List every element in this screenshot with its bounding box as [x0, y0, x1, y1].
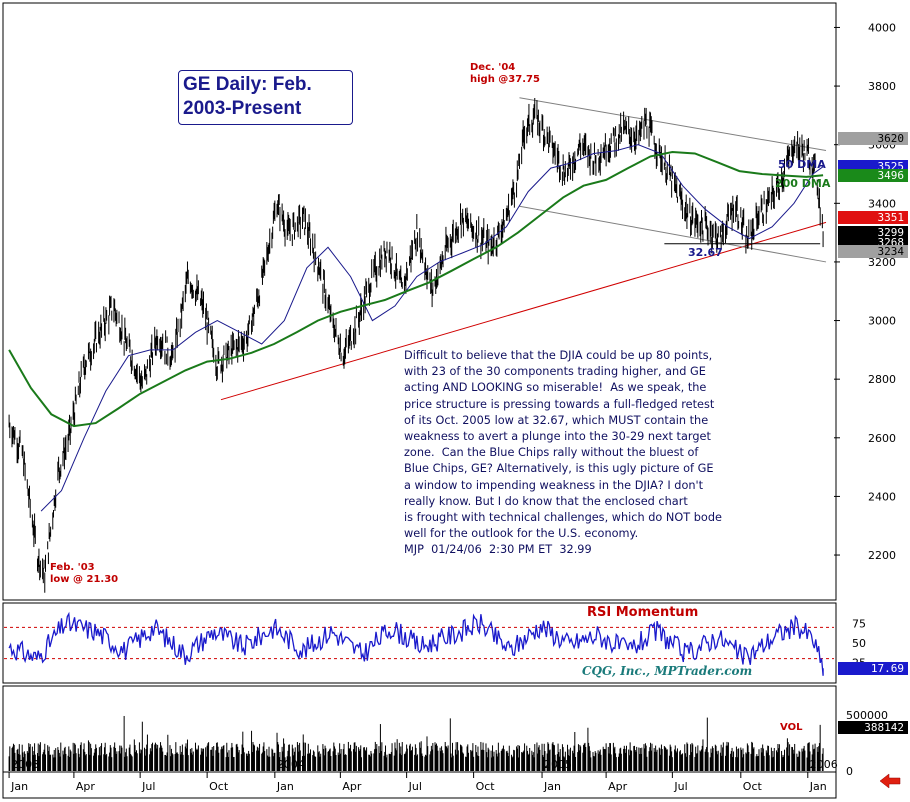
price-ytick-label: 2200 — [868, 549, 896, 562]
commentary-line: MJP 01/24/06 2:30 PM ET 32.99 — [404, 543, 592, 557]
feb-low-value: low @ 21.30 — [50, 574, 119, 585]
rsi-value-tag: 17.69 — [838, 661, 908, 675]
dma200-label: 200 DMA — [775, 177, 831, 190]
rsi-ytick-label: 50 — [852, 637, 866, 650]
rsi-plot: 255075 — [4, 611, 866, 676]
month-label: Jan — [10, 780, 28, 793]
price-plot: 2200240026002800300032003400360038004000 — [8, 21, 896, 593]
year-label: 2005 — [544, 758, 572, 771]
month-label: Jul — [141, 780, 155, 793]
trendline — [519, 97, 827, 152]
price-ytick-label: 2400 — [868, 490, 896, 503]
dma50-label: 50 DMA — [778, 158, 826, 171]
rsi-ytick-label: 75 — [852, 618, 866, 631]
chart-title-line-2: 2003-Present — [183, 98, 302, 119]
price-value-tag: 3620 — [838, 132, 908, 146]
price-panel-frame — [2, 2, 837, 601]
month-label: Jan — [276, 780, 294, 793]
feb-low-annotation: Feb. '03 low @ 21.30 — [50, 562, 118, 586]
commentary-line: price structure is pressing towards a fu… — [404, 397, 715, 411]
time-axis-frame — [2, 771, 837, 799]
rsi-panel-frame — [2, 602, 837, 684]
price-value-tag: 3351 — [838, 211, 908, 225]
trendline — [220, 221, 827, 401]
volume-plot: 0 500000 — [8, 709, 888, 778]
month-label: Apr — [608, 780, 628, 793]
year-label: 2003 — [11, 758, 39, 771]
month-label: Jan — [543, 780, 561, 793]
volume-label: VOL — [780, 722, 803, 733]
axes: Jan Apr Jul Oct Jan Apr Jul Oct Jan Apr Jul Oct Jan 2… — [8, 758, 838, 793]
dec-high-value: high @37.75 — [470, 74, 540, 85]
volume-ytick-label: 0 — [846, 765, 853, 778]
volume-value-tag: 388142 — [838, 721, 908, 735]
month-label: Jan — [809, 780, 827, 793]
rsi-title: RSI Momentum — [587, 605, 699, 620]
dma200-line — [8, 150, 824, 428]
price-bars — [8, 97, 824, 593]
rsi-line — [8, 611, 824, 676]
trendline — [519, 205, 827, 263]
commentary-line: really know. But I do know that the encl… — [404, 494, 688, 508]
commentary-line: Blue Chips, GE? Alternatively, is this u… — [404, 462, 714, 476]
commentary-line: zone. Can the Blue Chips rally without t… — [404, 446, 699, 460]
price-value-tag: 3496 — [838, 168, 908, 182]
price-value-tag: 3268 — [838, 235, 908, 249]
month-label: Apr — [342, 780, 362, 793]
price-ytick-label: 3000 — [868, 315, 896, 328]
price-ytick-label: 4000 — [868, 21, 896, 34]
month-label: Jul — [408, 780, 422, 793]
price-ytick-label: 3800 — [868, 80, 896, 93]
dec-high-annotation: Dec. '04 high @37.75 — [470, 62, 540, 86]
commentary-text: Difficult to believe that the DJIA could… — [404, 348, 804, 559]
cqg-credit: CQG, Inc., MPTrader.com — [582, 664, 753, 678]
commentary-line: with 23 of the 30 components trading hig… — [404, 365, 706, 379]
chart-title-line-1: GE Daily: Feb. — [183, 74, 312, 95]
price-ytick-label: 3200 — [868, 256, 896, 269]
feb-low-label: Feb. '03 — [50, 562, 95, 573]
month-label: Oct — [209, 780, 229, 793]
volume-ytick-label: 500000 — [846, 709, 888, 722]
price-ytick-label: 2600 — [868, 432, 896, 445]
month-label: Oct — [476, 780, 496, 793]
dec-high-label: Dec. '04 — [470, 62, 516, 73]
price-ytick-label: 2800 — [868, 373, 896, 386]
price-value-tag: 3234 — [838, 245, 908, 259]
commentary-line: well for the outlook for the U.S. econom… — [404, 527, 639, 541]
year-label: 2004 — [277, 758, 305, 771]
month-label: Oct — [743, 780, 763, 793]
commentary-line: a window to impending weakness in the DJ… — [404, 478, 704, 492]
dma50-line — [40, 144, 824, 512]
chart-title-box: GE Daily: Feb. 2003-Present — [178, 70, 353, 125]
price-ytick-label: 3400 — [868, 197, 896, 210]
commentary-line: Difficult to believe that the DJIA could… — [404, 349, 713, 362]
commentary-line: is frought with technical challenges, wh… — [404, 511, 722, 525]
month-label: Jul — [673, 780, 687, 793]
oct-low-label: 32.67 — [688, 246, 723, 259]
commentary-line: acting AND LOOKING so miserable! As we s… — [404, 381, 707, 395]
commentary-line: weakness to avert a plunge into the 30-2… — [404, 430, 711, 444]
back-arrow-icon[interactable] — [878, 772, 902, 790]
year-label: 2006 — [810, 758, 838, 771]
commentary-line: of its Oct. 2005 low at 32.67, which MUS… — [404, 413, 709, 427]
month-label: Apr — [76, 780, 96, 793]
